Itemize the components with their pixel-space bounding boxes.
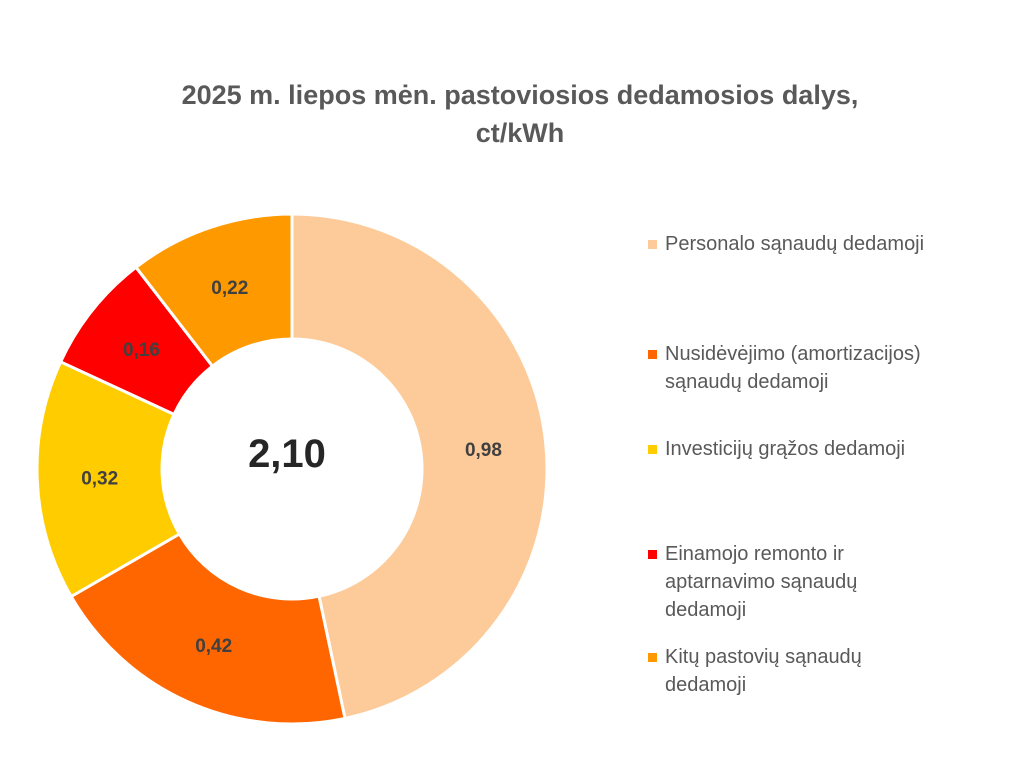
legend-label: Investicijų grąžos dedamoji [665,438,906,460]
slice-value-label-5: 0,22 [211,278,248,299]
slice-value-label-4: 0,16 [123,340,160,361]
legend-swatch [648,350,657,359]
donut-slice-5 [133,212,294,369]
chart-title-unit: ct/kWh [475,118,565,148]
legend-swatch [648,240,657,249]
legend-label: Nusidėvėjimo (amortizacijos) sąnaudų deda… [665,343,921,393]
slice-value-label-3: 0,32 [81,469,118,490]
center-total-label: 2,10 [248,432,326,476]
legend-swatch [648,550,657,559]
legend-label: Personalo sąnaudų dedamoji [665,233,925,255]
legend-swatch [648,445,657,454]
legend-label: Kitų pastovių sąnaudų dedamoji [665,646,862,696]
chart-title: 2025 m. liepos mėn. pastoviosios dedamos… [181,80,859,110]
slice-value-label-1: 0,98 [465,440,502,461]
donut-chart: 0,98 0,42 0,32 0,16 0,22 2,10 [35,212,549,726]
donut-slice-2 [69,531,347,726]
legend-swatch [648,653,657,662]
donut-slice-1 [290,212,549,721]
legend-label: Einamojo remonto ir aptarnavimo sąnaudų de… [665,543,858,621]
slice-value-label-2: 0,42 [195,636,232,657]
donut-slice-3 [35,359,182,599]
